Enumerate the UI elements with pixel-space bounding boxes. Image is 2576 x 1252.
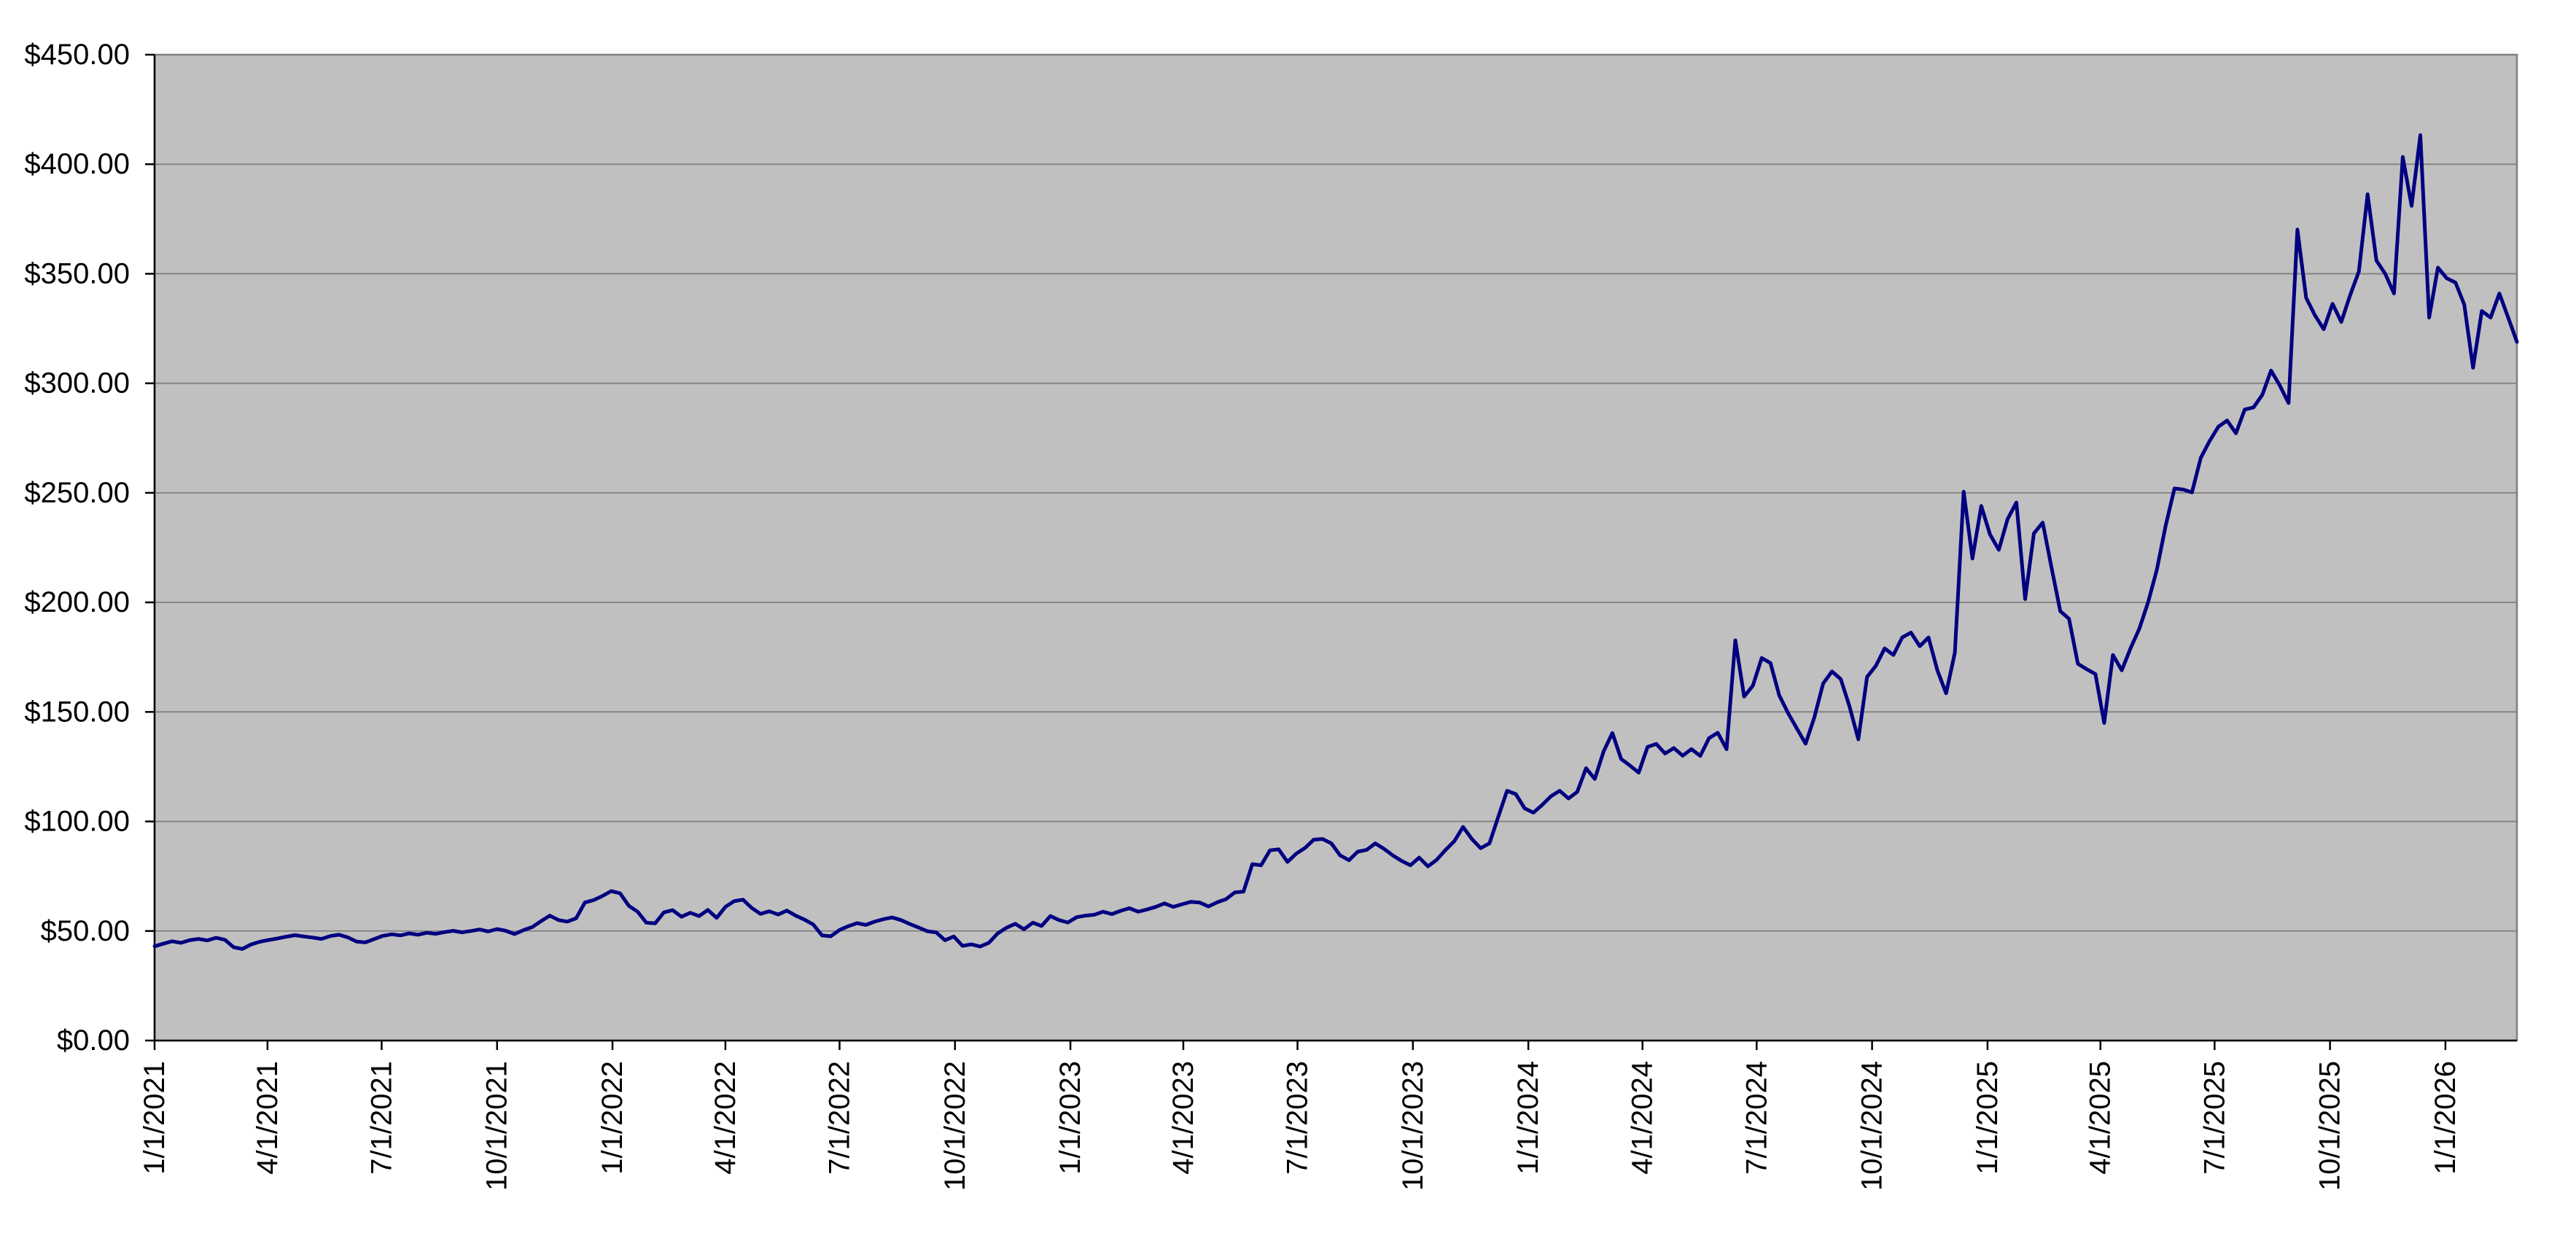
x-axis-label: 10/1/2022 [939,1061,971,1191]
y-axis-label: $250.00 [24,477,130,509]
plot-area [153,53,2518,1042]
x-axis-label: 10/1/2025 [2314,1061,2346,1191]
x-axis-label: 7/1/2025 [2198,1061,2230,1175]
y-axis-label: $0.00 [57,1024,130,1057]
x-axis-label: 1/1/2023 [1054,1061,1086,1175]
y-axis-label: $200.00 [24,586,130,618]
x-axis-label: 4/1/2021 [252,1061,284,1175]
x-axis-label: 4/1/2022 [709,1061,742,1175]
y-axis-label: $50.00 [41,915,130,947]
x-axis-label: 7/1/2023 [1282,1061,1314,1175]
x-axis-label: 10/1/2023 [1397,1061,1429,1191]
x-axis-label: 4/1/2024 [1627,1061,1659,1175]
x-axis-label: 10/1/2021 [481,1061,513,1191]
x-axis-label: 1/1/2021 [139,1061,171,1175]
x-axis-label: 1/1/2022 [596,1061,629,1175]
y-axis-label: $100.00 [24,806,130,838]
y-axis-label: $450.00 [24,39,130,71]
x-axis-label: 1/1/2026 [2429,1061,2462,1175]
y-axis-label: $300.00 [24,368,130,400]
x-axis-label: 4/1/2025 [2085,1061,2117,1175]
x-axis-label: 7/1/2022 [823,1061,855,1175]
x-axis-label: 1/1/2024 [1512,1061,1544,1175]
x-axis-label: 7/1/2024 [1740,1061,1773,1175]
y-axis-label: $150.00 [24,696,130,728]
y-axis-label: $350.00 [24,257,130,289]
x-axis-label: 1/1/2025 [1972,1061,2004,1175]
y-axis-label: $400.00 [24,148,130,180]
x-axis-label: 10/1/2024 [1856,1061,1888,1191]
x-axis-label: 7/1/2021 [365,1061,397,1175]
x-axis-label: 4/1/2023 [1167,1061,1199,1175]
price-line-series [152,133,2519,951]
